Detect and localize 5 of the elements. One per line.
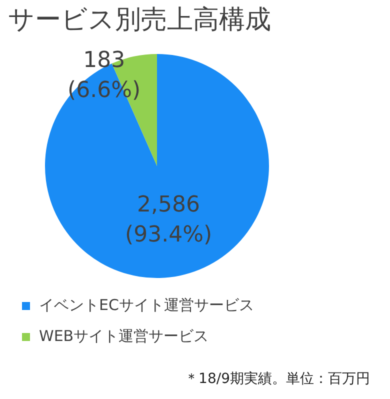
legend-label: イベントECサイト運営サービス <box>39 296 254 315</box>
legend-label: WEBサイト運営サービス <box>39 327 209 346</box>
text: ＊18/9期実績。単位：百万円 <box>184 370 370 388</box>
chart-title: サービス別売上高構成 <box>8 4 271 37</box>
data-label: 2,586 (93.4%) <box>125 192 212 248</box>
